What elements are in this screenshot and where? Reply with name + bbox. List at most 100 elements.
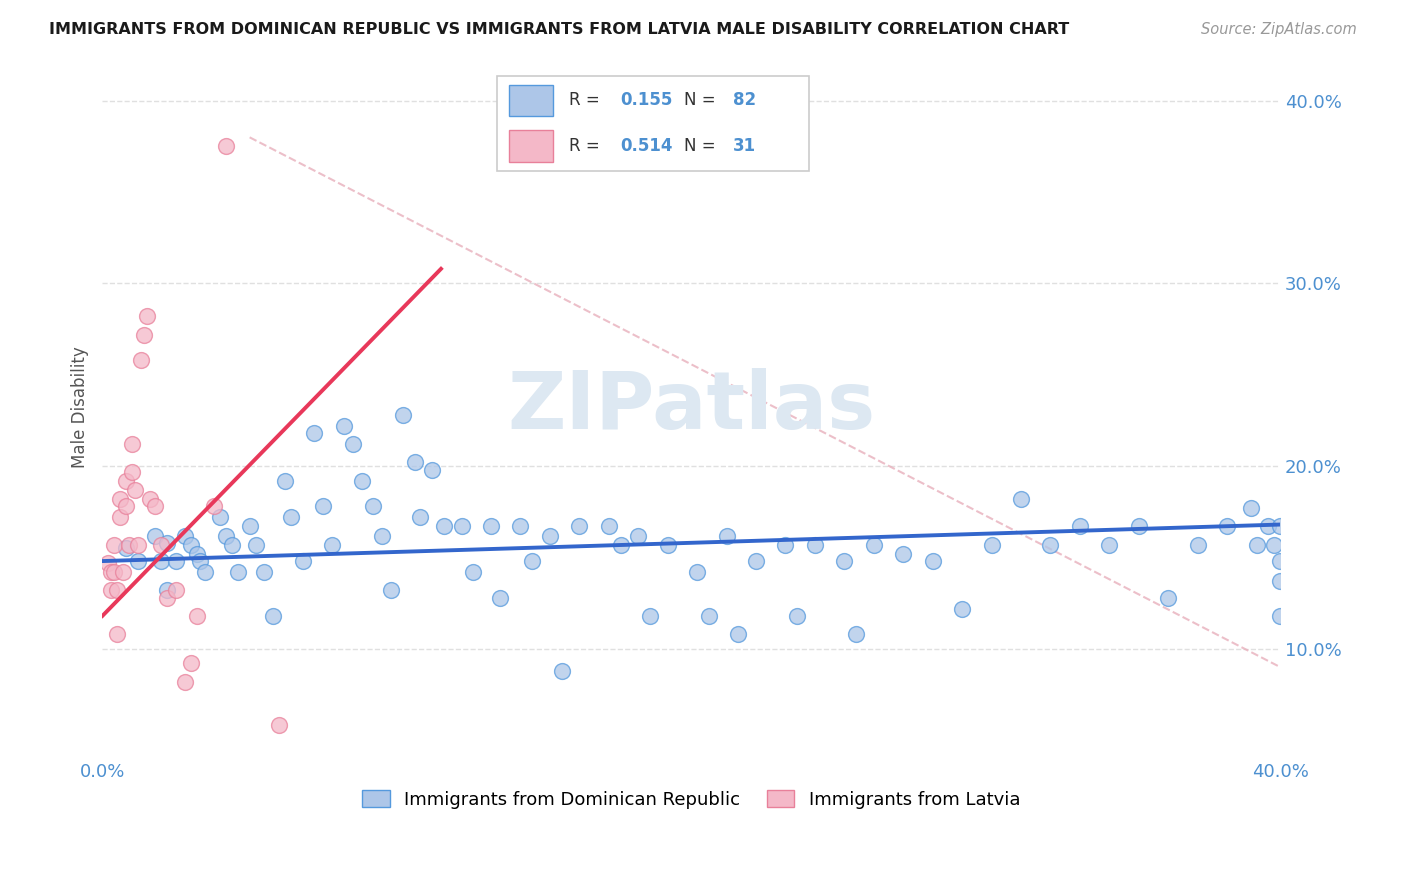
Point: [215, 139, 238, 153]
Point: [304, 426, 326, 441]
Point: [980, 538, 1002, 552]
Point: [156, 583, 179, 598]
Point: [333, 418, 356, 433]
Point: [921, 554, 943, 568]
Point: [1268, 519, 1291, 533]
Point: [186, 547, 208, 561]
Point: [150, 554, 173, 568]
Point: [156, 591, 179, 605]
Point: [100, 565, 122, 579]
Point: [489, 591, 512, 605]
Point: [479, 519, 502, 533]
Point: [716, 528, 738, 542]
Point: [145, 500, 167, 514]
Point: [509, 519, 531, 533]
Point: [202, 500, 225, 514]
Point: [186, 608, 208, 623]
Point: [108, 491, 131, 506]
Point: [1268, 608, 1291, 623]
Point: [165, 583, 187, 598]
Point: [834, 554, 856, 568]
Point: [522, 554, 544, 568]
Point: [115, 541, 138, 556]
Point: [1010, 491, 1032, 506]
Point: [433, 519, 456, 533]
Point: [274, 474, 297, 488]
Point: [1268, 574, 1291, 589]
Point: [180, 538, 202, 552]
Point: [121, 465, 143, 479]
Point: [221, 538, 243, 552]
Point: [409, 510, 432, 524]
Point: [180, 657, 202, 671]
Point: [103, 538, 125, 552]
Point: [568, 519, 591, 533]
Point: [312, 500, 335, 514]
Point: [115, 474, 138, 488]
Point: [105, 627, 128, 641]
Point: [245, 538, 267, 552]
Point: [118, 538, 141, 552]
Point: [103, 565, 125, 579]
Point: [112, 565, 135, 579]
Point: [1268, 554, 1291, 568]
Point: [165, 554, 187, 568]
Point: [609, 538, 631, 552]
Point: [350, 474, 373, 488]
Point: [173, 674, 195, 689]
Point: [598, 519, 620, 533]
Point: [156, 536, 179, 550]
Point: [267, 718, 290, 732]
Point: [127, 538, 149, 552]
Legend: Immigrants from Dominican Republic, Immigrants from Latvia: Immigrants from Dominican Republic, Immi…: [356, 783, 1028, 816]
Point: [551, 664, 574, 678]
Point: [1128, 519, 1150, 533]
Point: [380, 583, 402, 598]
Point: [361, 500, 384, 514]
Point: [127, 554, 149, 568]
Point: [450, 519, 472, 533]
Point: [135, 310, 157, 324]
Point: [727, 627, 749, 641]
Point: [121, 437, 143, 451]
Point: [188, 554, 211, 568]
Point: [638, 608, 661, 623]
Point: [173, 528, 195, 542]
Point: [1039, 538, 1062, 552]
Point: [845, 627, 868, 641]
Point: [194, 565, 217, 579]
Point: [1257, 519, 1279, 533]
Point: [108, 510, 131, 524]
Point: [1069, 519, 1091, 533]
Point: [1263, 538, 1285, 552]
Point: [145, 528, 167, 542]
Point: [775, 538, 797, 552]
Point: [321, 538, 343, 552]
Point: [786, 608, 808, 623]
Point: [391, 408, 413, 422]
Point: [115, 500, 138, 514]
Point: [1098, 538, 1121, 552]
Point: [100, 583, 122, 598]
Point: [342, 437, 364, 451]
Point: [97, 556, 120, 570]
Text: ZIPatlas: ZIPatlas: [508, 368, 876, 446]
Point: [209, 510, 232, 524]
Point: [291, 554, 314, 568]
Point: [420, 463, 443, 477]
Point: [404, 455, 426, 469]
Point: [124, 483, 146, 497]
Point: [686, 565, 709, 579]
Point: [745, 554, 768, 568]
Text: Source: ZipAtlas.com: Source: ZipAtlas.com: [1201, 22, 1357, 37]
Point: [804, 538, 827, 552]
Point: [1187, 538, 1209, 552]
Point: [1157, 591, 1180, 605]
Point: [138, 491, 160, 506]
Point: [280, 510, 302, 524]
Point: [697, 608, 720, 623]
Point: [627, 528, 650, 542]
Point: [239, 519, 262, 533]
Point: [1246, 538, 1268, 552]
Point: [105, 583, 128, 598]
